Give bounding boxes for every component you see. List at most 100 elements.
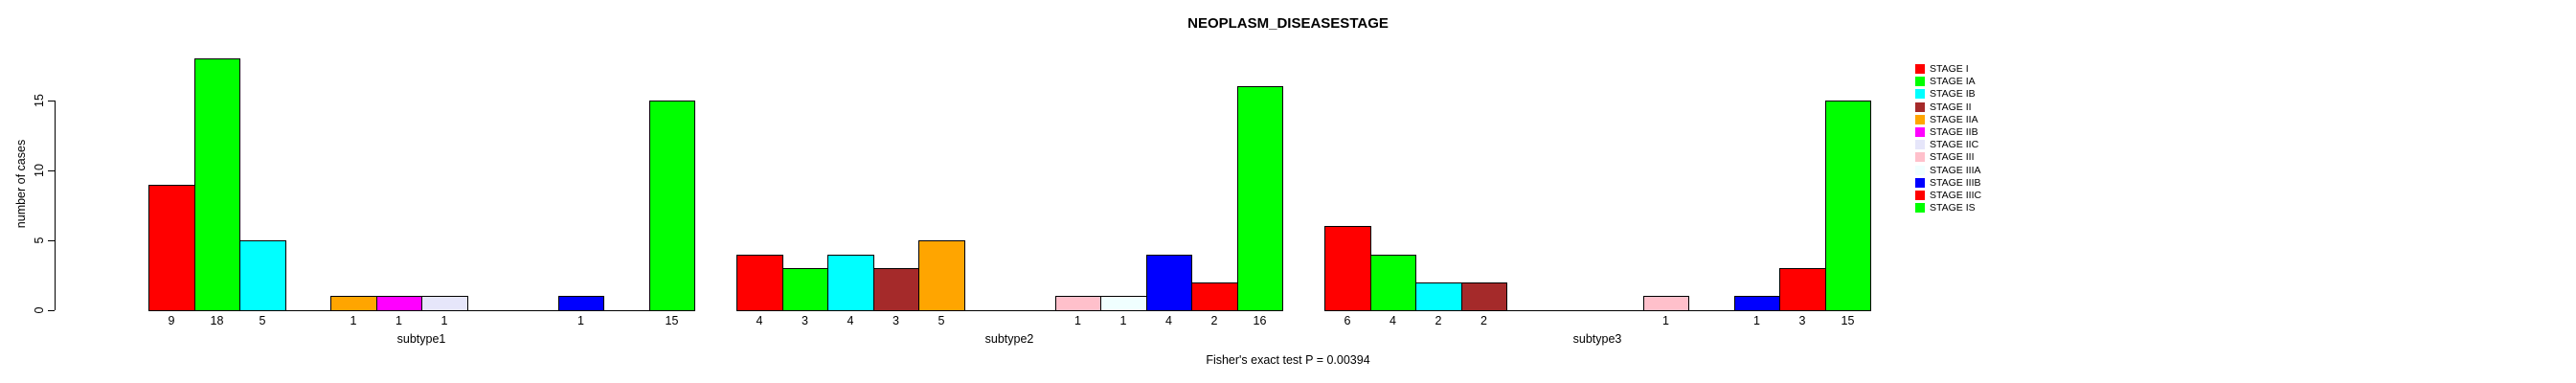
bar-value-label: 18 bbox=[210, 314, 224, 327]
legend-label: STAGE IIB bbox=[1930, 126, 1978, 138]
legend-label: STAGE IS bbox=[1930, 202, 1976, 214]
bar-stage-ii bbox=[1461, 282, 1507, 311]
legend-swatch bbox=[1915, 166, 1925, 175]
legend-swatch bbox=[1915, 152, 1925, 162]
bar-zero-line bbox=[603, 310, 650, 311]
legend-label: STAGE IA bbox=[1930, 76, 1976, 87]
y-tick-label: 0 bbox=[33, 306, 46, 314]
bar-value-label: 15 bbox=[665, 314, 679, 327]
bar-stage-ii bbox=[873, 268, 919, 311]
bar-zero-line bbox=[1597, 310, 1644, 311]
bar-stage-i bbox=[1324, 226, 1371, 311]
legend-swatch bbox=[1915, 140, 1925, 149]
legend-label: STAGE IIIB bbox=[1930, 177, 1981, 189]
bar-zero-line bbox=[1552, 310, 1598, 311]
bar-stage-iiic bbox=[1779, 268, 1826, 311]
y-tick-label: 10 bbox=[33, 164, 46, 177]
bar-stage-iii bbox=[1643, 296, 1689, 311]
bar-stage-is bbox=[649, 101, 695, 311]
bar-stage-ib bbox=[827, 255, 874, 311]
bar-stage-iiic bbox=[1191, 282, 1238, 311]
bar-stage-iia bbox=[330, 296, 377, 311]
bar-stage-is bbox=[1825, 101, 1871, 311]
bar-value-label: 3 bbox=[802, 314, 808, 327]
y-tick-label: 5 bbox=[33, 237, 46, 244]
group-label-subtype3: subtype3 bbox=[1572, 332, 1622, 346]
y-tick bbox=[48, 170, 55, 171]
legend-label: STAGE IIC bbox=[1930, 139, 1979, 150]
legend-label: STAGE III bbox=[1930, 151, 1975, 163]
bar-value-label: 4 bbox=[756, 314, 763, 327]
y-tick bbox=[48, 240, 55, 241]
bar-stage-iiia bbox=[1100, 296, 1147, 311]
legend-label: STAGE I bbox=[1930, 63, 1969, 75]
bar-stage-ia bbox=[782, 268, 828, 311]
bar-value-label: 1 bbox=[441, 314, 448, 327]
bar-stage-iiib bbox=[1734, 296, 1780, 311]
bar-value-label: 1 bbox=[395, 314, 402, 327]
bar-value-label: 1 bbox=[577, 314, 584, 327]
bar-value-label: 15 bbox=[1841, 314, 1855, 327]
bar-stage-i bbox=[148, 185, 195, 311]
bar-zero-line bbox=[512, 310, 559, 311]
bar-stage-ib bbox=[239, 240, 286, 311]
bar-stage-iiib bbox=[1146, 255, 1192, 311]
bar-value-label: 1 bbox=[350, 314, 357, 327]
legend-label: STAGE II bbox=[1930, 101, 1972, 113]
bar-value-label: 1 bbox=[1119, 314, 1127, 327]
group-label-subtype1: subtype1 bbox=[396, 332, 446, 346]
bar-stage-iic bbox=[421, 296, 468, 311]
legend-swatch bbox=[1915, 191, 1925, 200]
bar-zero-line bbox=[285, 310, 331, 311]
bar-value-label: 2 bbox=[1435, 314, 1442, 327]
bar-stage-i bbox=[736, 255, 783, 311]
bar-stage-ia bbox=[1370, 255, 1416, 311]
bar-value-label: 4 bbox=[1165, 314, 1172, 327]
chart-title: NEOPLASM_DISEASESTAGE bbox=[1187, 15, 1389, 32]
legend-swatch bbox=[1915, 89, 1925, 99]
legend-swatch bbox=[1915, 64, 1925, 74]
bar-value-label: 9 bbox=[168, 314, 175, 327]
bar-value-label: 2 bbox=[1480, 314, 1487, 327]
bar-zero-line bbox=[467, 310, 513, 311]
bar-value-label: 3 bbox=[1798, 314, 1806, 327]
legend-swatch bbox=[1915, 115, 1925, 124]
bar-value-label: 6 bbox=[1344, 314, 1351, 327]
bar-stage-iii bbox=[1055, 296, 1101, 311]
legend-label: STAGE IIIA bbox=[1930, 165, 1981, 176]
footer-annotation: Fisher's exact test P = 0.00394 bbox=[1206, 353, 1370, 367]
bar-value-label: 4 bbox=[847, 314, 854, 327]
bar-zero-line bbox=[1506, 310, 1553, 311]
y-tick bbox=[48, 310, 55, 311]
legend-swatch bbox=[1915, 102, 1925, 112]
bar-zero-line bbox=[1009, 310, 1056, 311]
bar-stage-iia bbox=[918, 240, 965, 311]
bar-stage-iib bbox=[376, 296, 422, 311]
y-tick-label: 15 bbox=[33, 94, 46, 107]
bar-value-label: 1 bbox=[1074, 314, 1081, 327]
legend-label: STAGE IB bbox=[1930, 88, 1976, 100]
legend-swatch bbox=[1915, 127, 1925, 137]
bar-zero-line bbox=[1688, 310, 1735, 311]
y-axis-label: number of cases bbox=[14, 139, 28, 229]
legend-swatch bbox=[1915, 77, 1925, 86]
bar-value-label: 4 bbox=[1390, 314, 1396, 327]
bar-value-label: 2 bbox=[1210, 314, 1218, 327]
legend-swatch bbox=[1915, 203, 1925, 213]
bar-stage-iiib bbox=[558, 296, 604, 311]
legend-label: STAGE IIA bbox=[1930, 114, 1978, 125]
y-axis-line bbox=[55, 101, 56, 310]
legend-swatch bbox=[1915, 178, 1925, 188]
group-label-subtype2: subtype2 bbox=[984, 332, 1034, 346]
bar-value-label: 3 bbox=[893, 314, 899, 327]
bar-value-label: 5 bbox=[259, 314, 266, 327]
bar-value-label: 1 bbox=[1753, 314, 1760, 327]
bar-value-label: 5 bbox=[938, 314, 945, 327]
bar-stage-ib bbox=[1415, 282, 1462, 311]
legend-label: STAGE IIIC bbox=[1930, 190, 1982, 201]
bar-value-label: 1 bbox=[1662, 314, 1669, 327]
bar-stage-ia bbox=[194, 58, 240, 311]
bar-value-label: 16 bbox=[1253, 314, 1267, 327]
bar-zero-line bbox=[964, 310, 1010, 311]
